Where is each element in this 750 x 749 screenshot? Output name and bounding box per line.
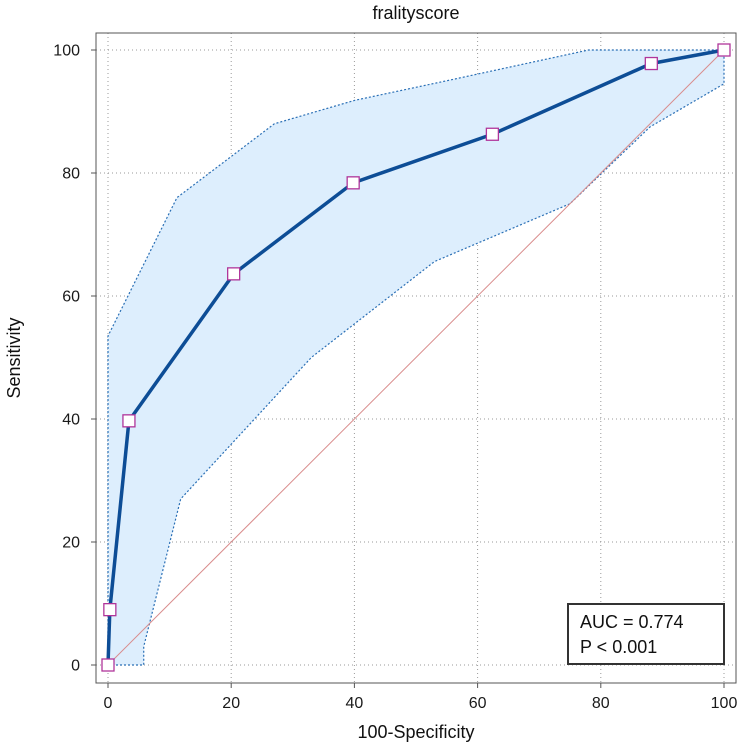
y-tick-label-0: 0 [71,658,80,675]
roc-point-4 [346,176,360,190]
y-tick-label-4: 80 [62,166,80,183]
roc-point-5 [485,127,500,141]
x-tick-label-1: 20 [222,695,240,712]
roc-point-7 [717,43,731,57]
y-tick-label-1: 20 [62,535,80,552]
roc-point-2 [122,414,136,428]
plot-frame [95,32,737,684]
x-tick-label-4: 80 [592,695,610,712]
reference-diagonal-line [107,49,725,666]
roc-curve-line [106,48,726,667]
p-value-label: P < 0.001 [580,637,657,657]
y-axis-ticks: 0 20 40 60 80 100 [53,43,96,675]
x-tick-label-2: 40 [346,695,364,712]
stats-box-frame [567,603,725,665]
x-axis-ticks: 0 20 40 60 80 100 [104,683,738,712]
stats-box: AUC = 0.774 P < 0.001 [567,603,725,665]
roc-point-0 [101,658,115,672]
x-tick-label-3: 60 [469,695,487,712]
chart-title: fralityscore [372,3,459,23]
y-tick-label-2: 40 [62,412,80,429]
y-tick-label-5: 100 [53,43,80,60]
roc-point-3 [227,267,241,281]
x-tick-label-0: 0 [104,695,113,712]
x-axis-title: 100-Specificity [357,722,474,742]
roc-markers [101,43,731,672]
auc-label: AUC = 0.774 [580,612,684,632]
roc-curve [106,48,726,667]
x-tick-label-5: 100 [711,695,738,712]
y-tick-label-3: 60 [62,289,80,306]
confidence-band-lower [108,50,725,666]
y-axis-title: Sensitivity [4,317,24,398]
reference-diagonal [107,49,725,666]
roc-point-1 [103,603,117,617]
roc-point-6 [644,56,658,71]
confidence-band-upper [107,49,724,665]
